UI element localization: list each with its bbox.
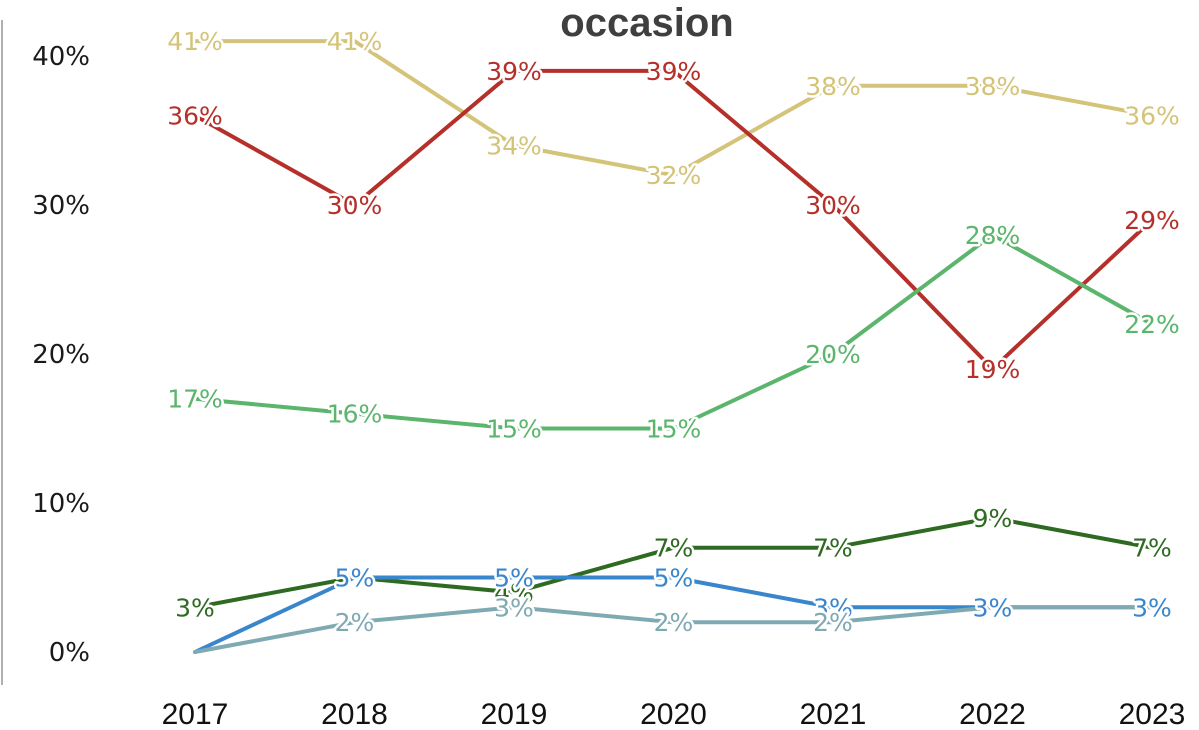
data-label: 15% [646, 415, 702, 444]
y-tick-label: 40% [32, 42, 90, 72]
data-label: 7% [654, 534, 694, 563]
series-line-0 [193, 39, 1154, 178]
x-tick-label: 2018 [321, 698, 388, 730]
data-label: 2% [335, 608, 375, 637]
series-line-1 [193, 68, 1154, 371]
data-label: 7% [813, 534, 853, 563]
data-label: 19% [965, 355, 1021, 384]
data-label: 36% [167, 102, 223, 131]
data-label: 3% [175, 593, 215, 622]
data-label: 9% [973, 504, 1013, 533]
data-label: 5% [654, 564, 694, 593]
x-tick-label: 2017 [162, 698, 229, 730]
x-tick-label: 2022 [959, 698, 1026, 730]
x-tick-label: 2020 [640, 698, 707, 730]
x-axis-ticks: 2017 2018 2019 2020 2021 2022 2023 [162, 698, 1186, 730]
data-label: 22% [1124, 310, 1180, 339]
data-label: 17% [167, 385, 223, 414]
data-label: 20% [805, 340, 861, 369]
x-tick-label: 2021 [800, 698, 867, 730]
data-label: 4% [494, 578, 534, 607]
data-label: 36% [1124, 102, 1180, 131]
x-tick-label: 2019 [481, 698, 548, 730]
chart-title: occasion [560, 1, 733, 45]
data-label: 5% [335, 564, 375, 593]
series-line-2 [193, 232, 1154, 431]
data-label: 5% [494, 564, 534, 593]
data-label: 2% [813, 608, 853, 637]
data-labels: 41% 41% 34% 32% 38% 38% 36% 36% 30% 39% 39% 30% 19% 2… [165, 25, 1183, 640]
data-label: 3% [1132, 593, 1172, 622]
data-label: 39% [646, 57, 702, 86]
data-label: 41% [167, 27, 223, 56]
data-label: 3% [813, 593, 853, 622]
data-label: 34% [486, 131, 542, 160]
data-label: 30% [805, 191, 861, 220]
data-label: 41% [327, 27, 383, 56]
y-tick-label: 10% [32, 489, 90, 519]
data-label: 7% [1132, 534, 1172, 563]
series-line-5 [193, 605, 1154, 654]
data-label: 15% [486, 415, 542, 444]
data-label: 3% [494, 593, 534, 622]
data-label: 29% [1124, 206, 1180, 235]
data-label: 38% [965, 72, 1021, 101]
data-label: 38% [805, 72, 861, 101]
data-label: 16% [327, 400, 383, 429]
y-axis-ticks: 0% 10% 20% 30% 40% [32, 42, 90, 668]
y-tick-label: 0% [49, 638, 90, 668]
data-label: 2% [654, 608, 694, 637]
y-tick-label: 20% [32, 340, 90, 370]
data-label: 39% [486, 57, 542, 86]
data-label: 30% [327, 191, 383, 220]
data-label: 32% [646, 161, 702, 190]
x-tick-label: 2023 [1119, 698, 1186, 730]
data-label: 28% [965, 221, 1021, 250]
series-lines [193, 39, 1154, 654]
data-label: 3% [973, 593, 1013, 622]
y-tick-label: 30% [32, 191, 90, 221]
